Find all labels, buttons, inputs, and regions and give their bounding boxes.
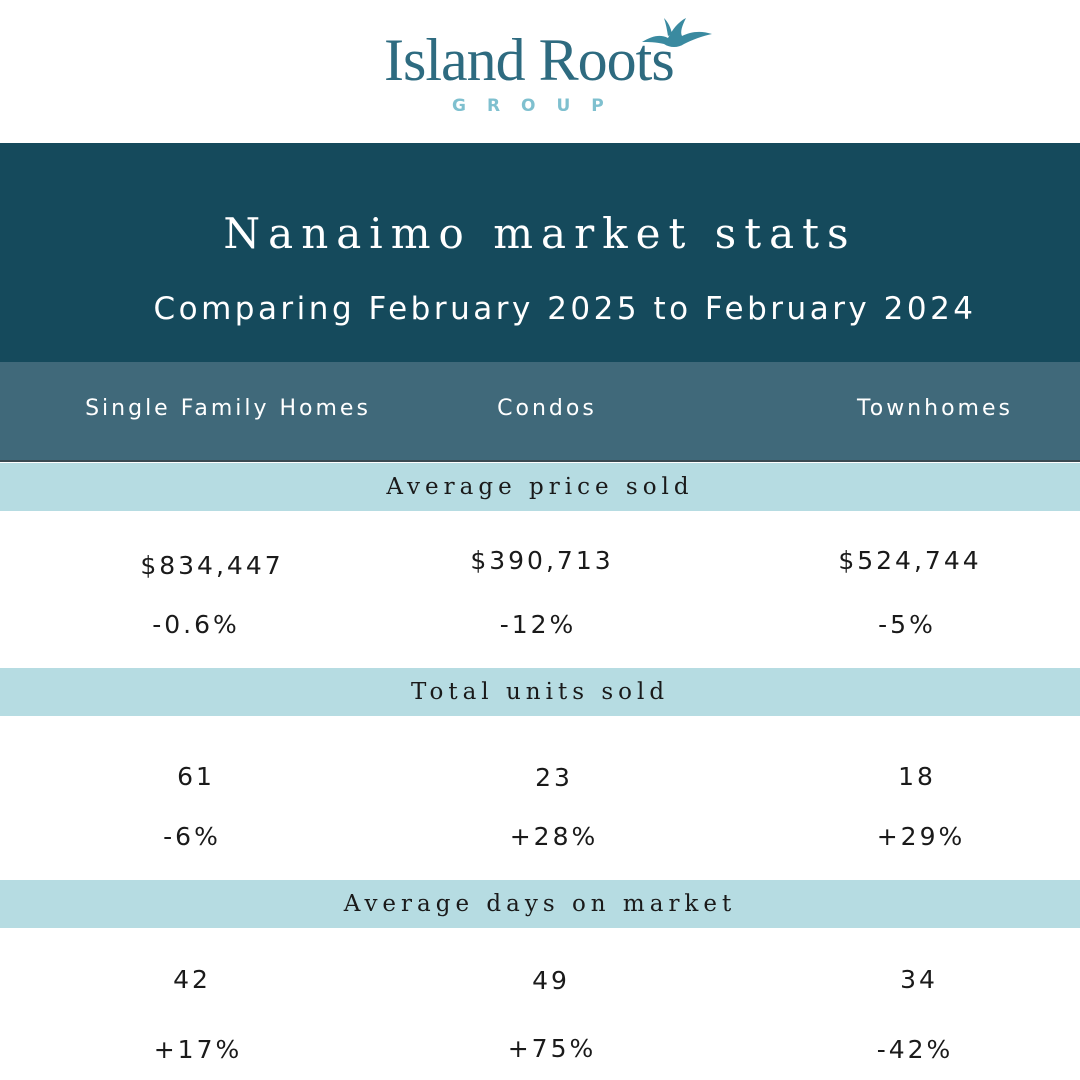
column-header-single-family: Single Family Homes — [85, 396, 371, 421]
page-title: Nanaimo market stats — [223, 209, 857, 258]
stat-value: 18 — [898, 762, 936, 791]
stat-value: 42 — [173, 965, 211, 994]
stat-value: $390,713 — [470, 546, 614, 575]
stat-change: -6% — [163, 822, 221, 851]
header-band — [0, 143, 1080, 362]
stat-change: +17% — [153, 1035, 243, 1064]
stat-change: -42% — [876, 1035, 954, 1064]
stat-value: $524,744 — [838, 546, 982, 575]
stat-change: +75% — [507, 1034, 597, 1063]
logo-subtitle: GROUP — [452, 96, 625, 116]
section-label: Average days on market — [343, 891, 737, 917]
stat-change: -12% — [499, 610, 577, 639]
section-band-avg-price: Average price sold — [0, 463, 1080, 511]
stat-value: $834,447 — [140, 551, 284, 580]
stat-value: 61 — [177, 762, 215, 791]
logo: Island Roots GROUP — [0, 0, 1080, 143]
stat-change: -0.6% — [152, 610, 240, 639]
section-label: Total units sold — [410, 679, 670, 705]
section-band-units-sold: Total units sold — [0, 668, 1080, 716]
column-header-condos: Condos — [497, 396, 597, 421]
stat-value: 23 — [535, 763, 573, 792]
stat-value: 34 — [900, 965, 938, 994]
page-subtitle: Comparing February 2025 to February 2024 — [153, 291, 977, 327]
seagull-icon — [642, 18, 712, 47]
section-band-days-on-market: Average days on market — [0, 880, 1080, 928]
stat-change: +29% — [876, 822, 966, 851]
logo-wordmark: Island Roots — [384, 27, 675, 93]
column-header-band — [0, 362, 1080, 462]
column-header-townhomes: Townhomes — [857, 396, 1013, 421]
stat-change: +28% — [509, 822, 599, 851]
stat-value: 49 — [532, 966, 570, 995]
section-label: Average price sold — [386, 474, 694, 500]
stat-change: -5% — [878, 610, 936, 639]
